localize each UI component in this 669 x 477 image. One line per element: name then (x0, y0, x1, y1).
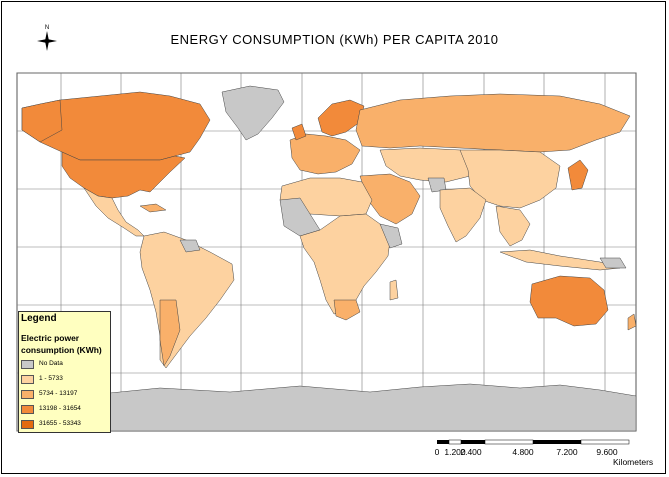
legend-label: 13198 - 31654 (39, 405, 81, 412)
caribbean (139, 203, 167, 213)
mexico-central-america (83, 187, 145, 237)
legend-heading: Legend (21, 313, 57, 324)
central-africa (299, 213, 391, 315)
new-zealand (627, 313, 637, 331)
alaska (21, 99, 63, 143)
horn-africa-grey (379, 223, 403, 249)
png-grey (599, 257, 627, 269)
legend-label: 1 - 5733 (39, 375, 63, 382)
india (439, 187, 487, 243)
legend-swatch (21, 390, 34, 399)
canada (21, 91, 211, 161)
legend-swatch (21, 420, 34, 429)
russia (355, 93, 631, 153)
southeast-asia (495, 205, 531, 247)
legend-swatch (21, 405, 34, 414)
southern-africa (333, 299, 361, 321)
iceland-uk (291, 123, 307, 141)
compass-north-arrow: N (37, 25, 57, 51)
legend-swatch (21, 375, 34, 384)
legend-swatch (21, 360, 34, 369)
legend-label: 31655 - 53343 (39, 420, 81, 427)
united-states (61, 151, 186, 199)
china (459, 149, 561, 209)
antarctica (109, 383, 637, 432)
middle-east (359, 173, 421, 225)
australia (529, 275, 609, 327)
central-asia (379, 147, 481, 183)
legend-box: Legend Electric power consumption (KWh) … (18, 311, 111, 433)
legend-subtitle: Electric power consumption (KWh) (21, 333, 102, 355)
greenland (221, 85, 285, 141)
svg-text:N: N (45, 25, 49, 31)
legend-label: 5734 - 13197 (39, 390, 78, 397)
south-america-grey (179, 239, 201, 253)
madagascar (389, 279, 399, 301)
legend-label: No Data (39, 360, 63, 367)
japan-korea (567, 159, 589, 191)
western-europe (289, 133, 361, 175)
chile-argentina (159, 299, 181, 367)
map-title: ENERGY CONSUMPTION (KWh) PER CAPITA 2010 (170, 32, 499, 47)
